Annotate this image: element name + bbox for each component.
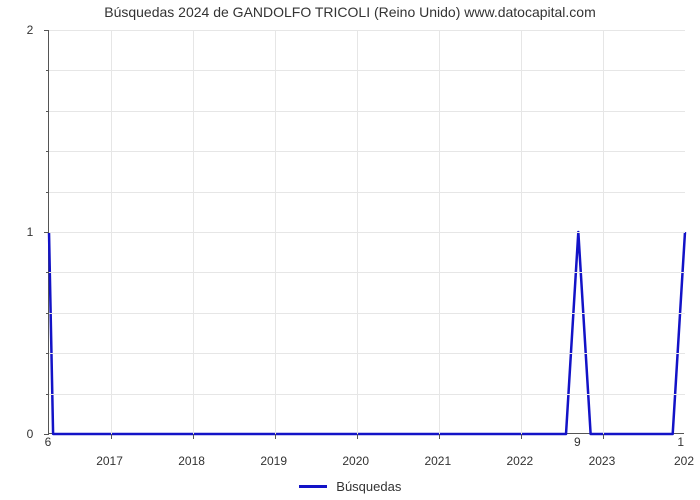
x-tick [439,434,440,439]
gridline-horizontal [49,30,685,31]
y-tick [44,232,49,233]
legend: Búsquedas [0,478,700,494]
legend-swatch [299,485,327,488]
x-tick [521,434,522,439]
y-axis-label: 0 [27,427,34,441]
y-axis-label: 2 [27,23,34,37]
x-axis-label: 2020 [342,454,369,468]
y-tick-minor [46,353,49,354]
x-tick [111,434,112,439]
data-annotation: 1 [677,435,684,449]
x-tick [193,434,194,439]
y-tick-minor [46,111,49,112]
x-axis-label: 2019 [260,454,287,468]
x-axis-label-partial: 202 [674,454,694,468]
x-axis-label: 2017 [96,454,123,468]
gridline-horizontal-minor [49,313,685,314]
x-axis-label: 2023 [589,454,616,468]
y-axis-label: 1 [27,225,34,239]
x-tick [603,434,604,439]
legend-label: Búsquedas [336,479,401,494]
gridline-horizontal-minor [49,272,685,273]
x-tick [275,434,276,439]
x-axis-label: 2021 [424,454,451,468]
data-annotation: 9 [574,435,581,449]
data-annotation: 6 [45,435,52,449]
x-axis-label: 2018 [178,454,205,468]
gridline-horizontal-minor [49,192,685,193]
gridline-horizontal [49,232,685,233]
y-tick-minor [46,313,49,314]
chart-title: Búsquedas 2024 de GANDOLFO TRICOLI (Rein… [0,4,700,20]
x-axis-label: 2022 [507,454,534,468]
x-tick [357,434,358,439]
gridline-horizontal-minor [49,394,685,395]
gridline-horizontal-minor [49,111,685,112]
y-tick-minor [46,394,49,395]
y-tick-minor [46,151,49,152]
y-tick-minor [46,192,49,193]
gridline-horizontal-minor [49,151,685,152]
series-line [49,232,685,434]
gridline-horizontal-minor [49,70,685,71]
gridline-horizontal-minor [49,353,685,354]
y-tick [44,30,49,31]
y-tick-minor [46,272,49,273]
y-tick-minor [46,70,49,71]
plot-area [48,30,684,434]
